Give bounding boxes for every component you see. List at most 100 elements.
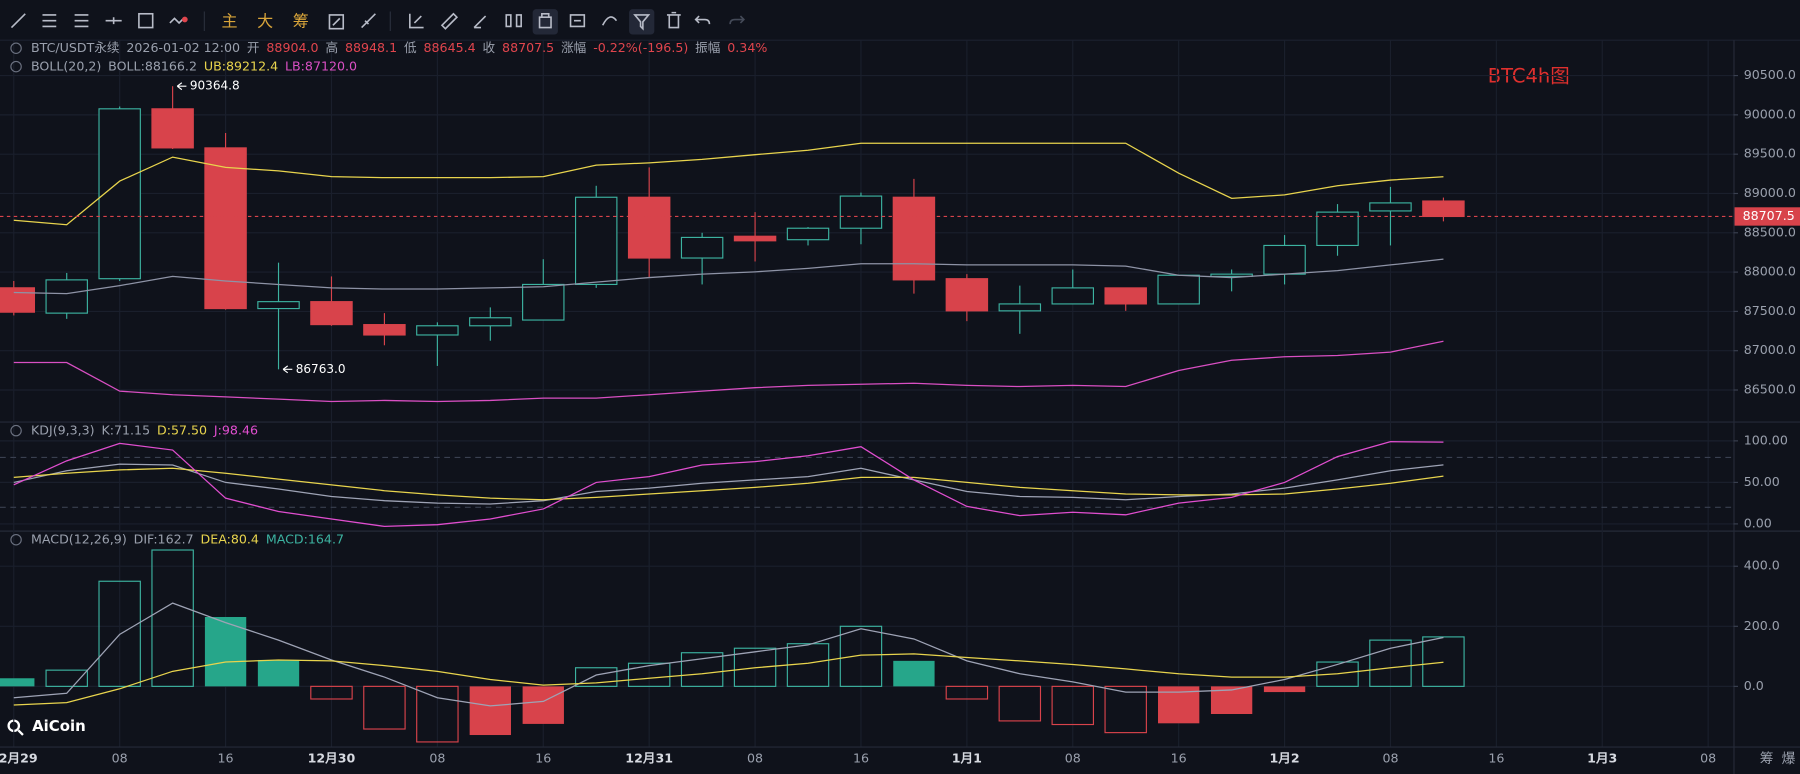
indicator-line [13,142,1444,226]
macd-bar [45,669,88,687]
tool-ruler[interactable] [361,13,376,29]
legend-item: DEA:80.4 [201,531,259,546]
x-tick-label: 08 [1700,751,1716,766]
legend-item: 2026-01-02 12:00 [126,40,240,55]
macd-bar [627,662,671,687]
indicator-line [13,441,1444,528]
candle-body [363,324,406,336]
legend-item: D:57.50 [157,422,207,437]
tool-link[interactable] [601,16,618,26]
logo: AiCoin [7,717,86,736]
tool-eraser[interactable] [440,12,459,30]
indicator-line [13,602,1444,707]
tool-measure[interactable] [328,14,345,30]
tool-show[interactable] [569,14,586,28]
macd-bar [998,685,1042,722]
legend-item: BTC/USDT永续 [31,40,120,55]
y-tick-label: 86500.0 [1744,382,1796,397]
candle-body [945,278,989,312]
toolbar-button[interactable]: 大 [257,11,273,30]
x-tick-label: 16 [1488,751,1504,766]
tool-hlines[interactable] [42,14,57,28]
candle-body [416,325,459,336]
legend-item: -0.22%(-196.5) [593,40,688,55]
legend-item: BOLL(20,2) [31,58,101,73]
candle-body [680,236,724,259]
macd-bar [0,678,35,687]
x-tick-label: 16 [853,751,869,766]
x-tick-label: 08 [112,751,128,766]
indicator-toggle [10,42,22,54]
candle-body [151,108,194,149]
indicator-line [13,467,1444,501]
candle-body [522,283,565,321]
indicator-toggle [10,60,22,73]
candle-body [204,147,247,310]
legend-item: K:71.15 [101,422,150,437]
y-tick-label: 0.00 [1744,515,1772,530]
tool-rect[interactable] [138,12,154,29]
last-price-tag [1734,207,1800,226]
macd-bar [416,685,459,743]
tool-magnet[interactable] [505,14,522,28]
candle-body [733,235,777,242]
tool-line[interactable] [10,13,26,29]
toolbar-button[interactable]: 主 [222,11,238,30]
legend-item: MACD(12,26,9) [31,531,127,546]
macd-bar [469,686,511,736]
x-tick-label: 08 [1065,751,1081,766]
candle-body [1104,287,1147,305]
tool-active[interactable] [629,9,655,35]
macd-bar [839,625,883,687]
macd-bar [151,549,194,687]
candle-body [1263,244,1306,275]
tool-channel[interactable] [74,14,89,28]
tool-note[interactable] [409,13,424,29]
legend-item: 88707.5 [502,40,554,55]
x-tick-label: 16 [218,751,234,766]
y-tick-label: 90500.0 [1744,67,1796,82]
macd-bar [1369,639,1412,687]
macd-bar [204,616,247,687]
tool-undo[interactable] [694,15,711,25]
x-tick-label: 08 [747,751,763,766]
indicator-line [13,653,1444,706]
legend-item: 涨幅 [561,40,586,55]
toolbar [10,9,746,35]
legend: KDJ(9,3,3) K:71.15 D:57.50 J:98.46 [31,422,258,437]
tool-horizontal[interactable] [105,17,122,25]
tool-wave[interactable] [169,17,185,25]
macd-bar [680,652,724,687]
legend-item: 88948.1 [345,40,397,55]
footer-button[interactable]: 筹 [1760,750,1774,767]
macd-bar [310,685,353,700]
candle-body [45,279,88,314]
legend-item: 振幅 [695,40,720,55]
tool-lock[interactable] [538,12,552,29]
legend-item: UB:89212.4 [204,58,278,73]
footer-button[interactable]: 爆 [1782,751,1796,767]
legend-item: 高 [325,40,338,55]
legend-item: DIF:162.7 [134,531,194,546]
tool-delete[interactable] [666,11,681,29]
indicator-toggle [10,424,22,437]
y-tick-label: 89000.0 [1744,185,1796,200]
legend-item: LB:87120.0 [285,58,357,73]
candle-body [839,195,883,229]
candle-body [892,196,936,281]
logo-mark [17,729,24,736]
candle-body [469,317,512,327]
candle-body [627,196,671,259]
macd-bar [257,659,300,687]
indicator-line [13,258,1444,295]
toolbar-button[interactable]: 筹 [293,11,309,30]
legend-item: 0.34% [727,40,767,55]
y-tick-label: 100.00 [1744,432,1788,447]
tool-redo[interactable] [729,15,746,25]
y-tick-label: 88000.0 [1744,264,1796,279]
tool-pen[interactable] [473,15,487,29]
tool-filter[interactable] [633,14,651,31]
